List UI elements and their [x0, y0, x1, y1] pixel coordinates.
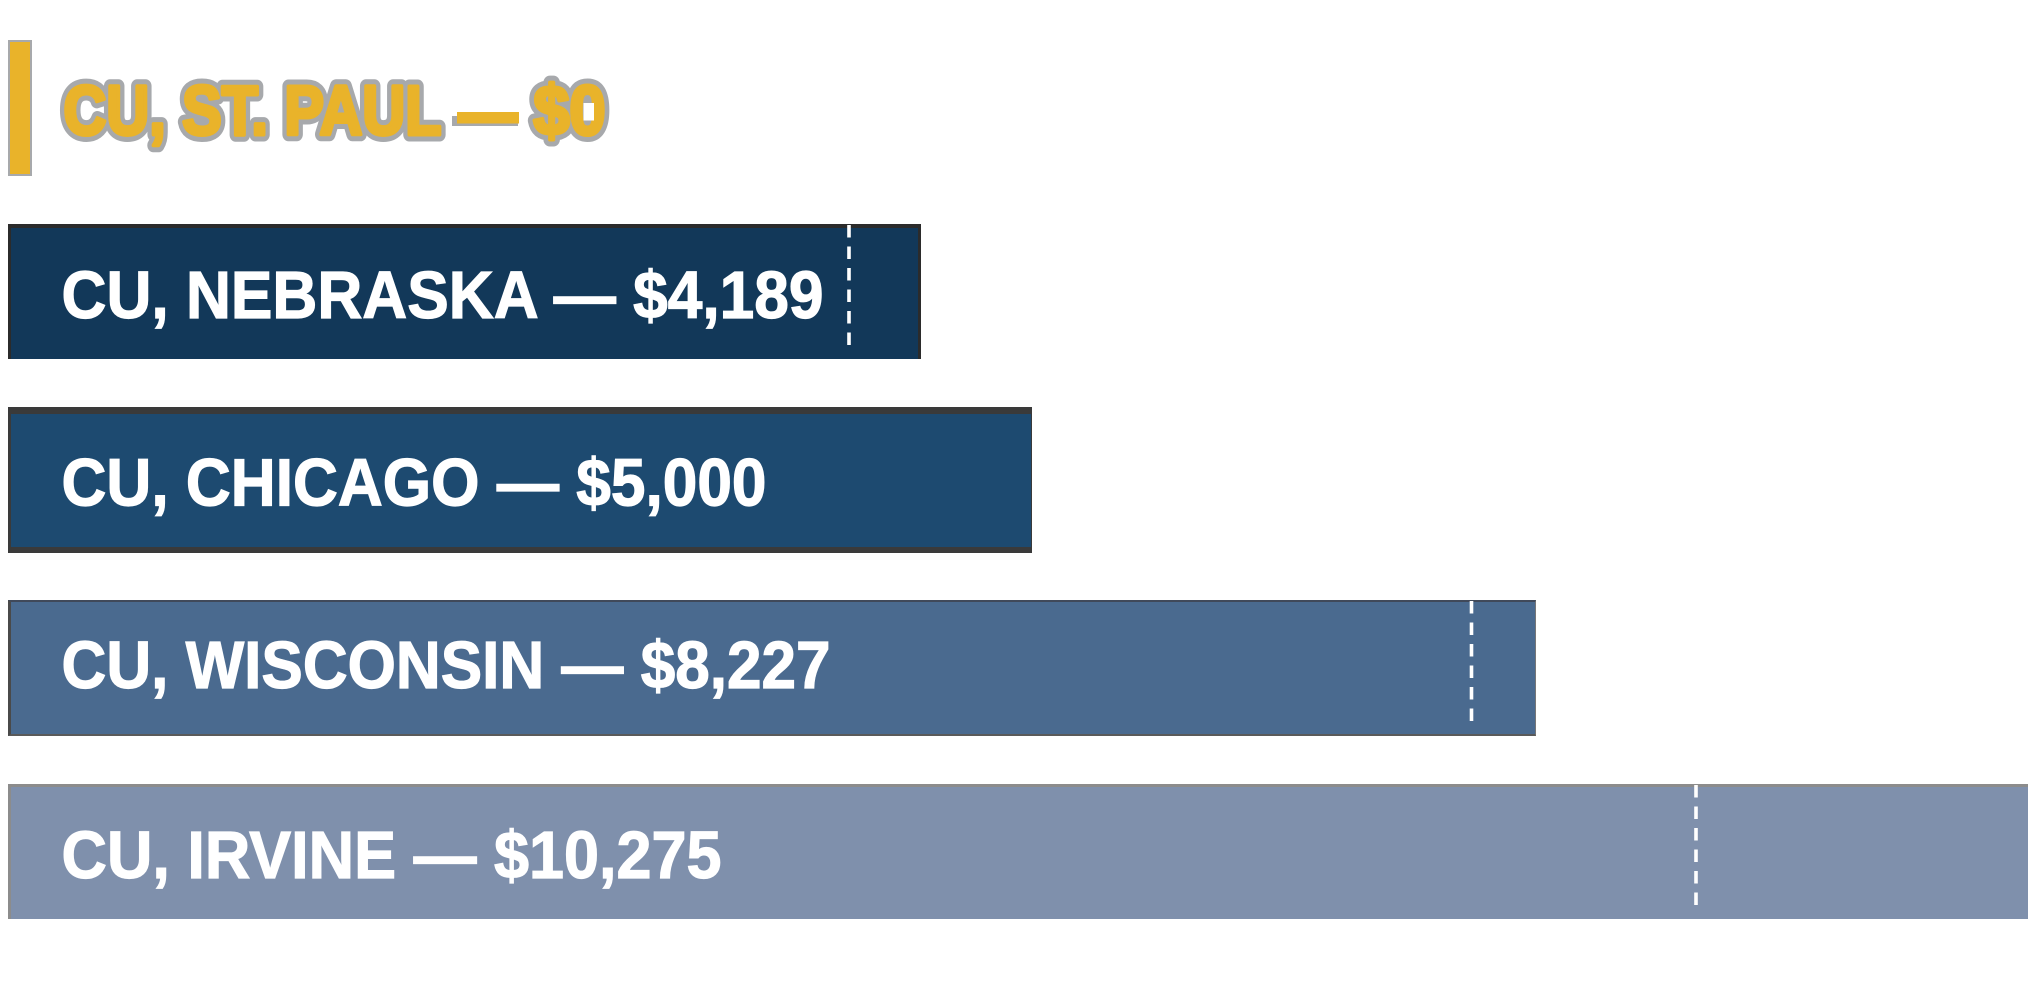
svg-text:CU, IRVINE — $10,275: CU, IRVINE — $10,275: [62, 819, 722, 893]
svg-text:CU, ST. PAUL: CU, ST. PAUL: [64, 72, 442, 150]
svg-text:CU, ST. PAUL: CU, ST. PAUL: [64, 72, 442, 150]
svg-text:CU, WISCONSIN — $8,227: CU, WISCONSIN — $8,227: [62, 629, 831, 703]
svg-text:CU, CHICAGO — $5,000: CU, CHICAGO — $5,000: [62, 447, 767, 521]
svg-text:$0: $0: [534, 72, 606, 150]
svg-text:CU, NEBRASKA — $4,189: CU, NEBRASKA — $4,189: [62, 259, 824, 333]
